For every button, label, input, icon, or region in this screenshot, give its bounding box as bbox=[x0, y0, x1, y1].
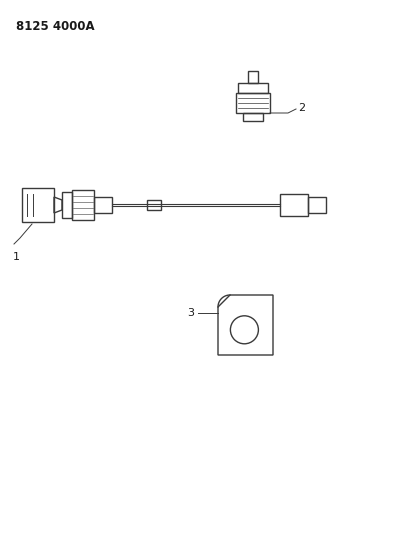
Bar bbox=[72, 190, 94, 220]
Text: 1: 1 bbox=[12, 252, 19, 262]
Bar bbox=[280, 194, 308, 216]
Bar bbox=[243, 113, 263, 121]
Bar bbox=[22, 188, 54, 222]
Bar bbox=[147, 200, 161, 210]
Bar bbox=[308, 197, 326, 213]
Bar bbox=[236, 93, 270, 113]
Text: 8125 4000A: 8125 4000A bbox=[16, 20, 95, 33]
Bar bbox=[238, 83, 268, 93]
Bar bbox=[248, 71, 258, 83]
Text: 3: 3 bbox=[187, 308, 194, 318]
Text: 2: 2 bbox=[298, 103, 305, 113]
Bar bbox=[94, 197, 112, 213]
Bar bbox=[62, 192, 72, 218]
